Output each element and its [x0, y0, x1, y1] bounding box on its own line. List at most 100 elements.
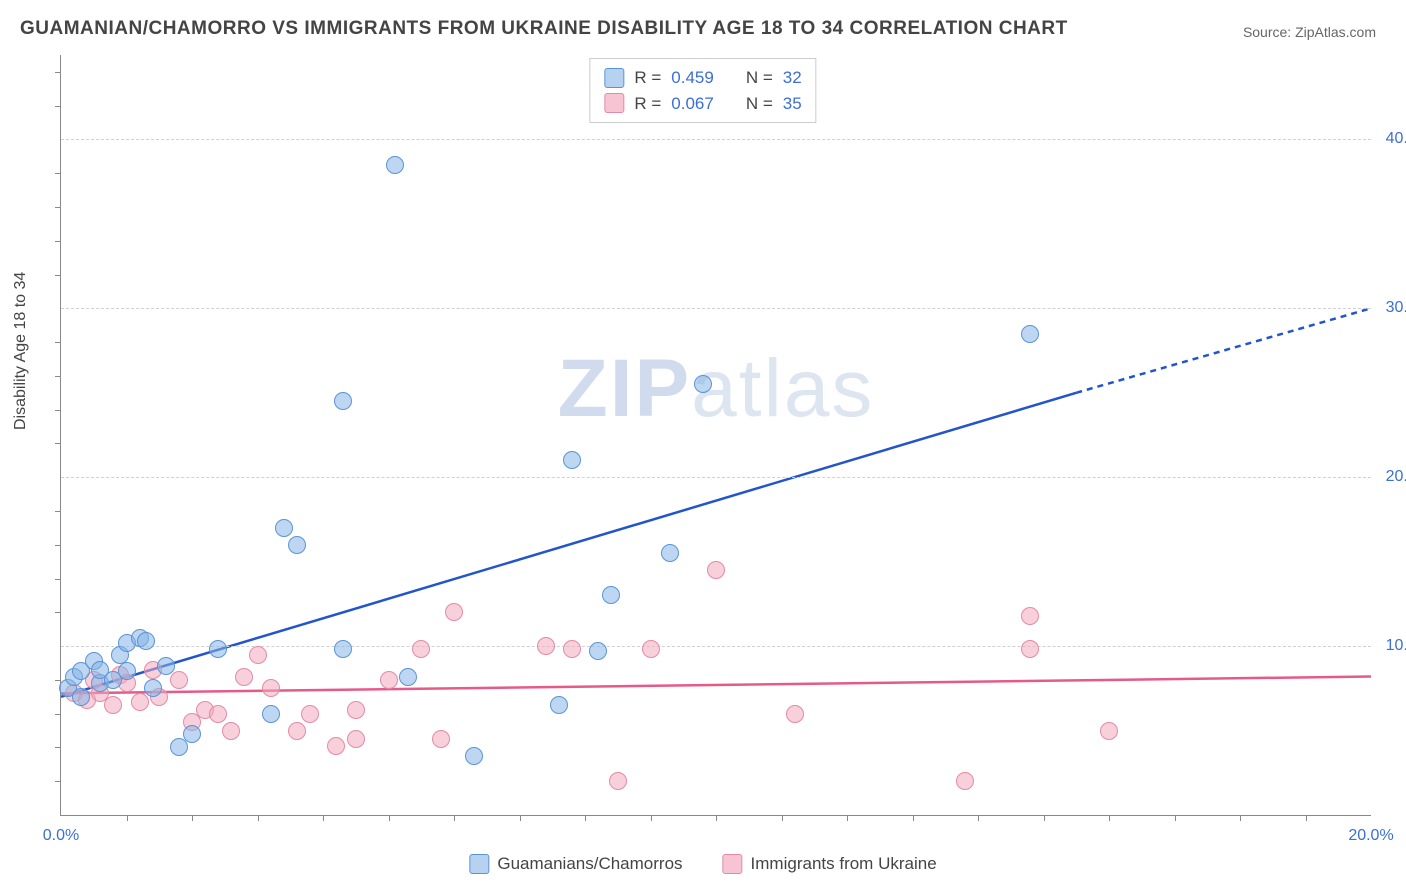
data-point	[642, 640, 660, 658]
data-point	[1021, 607, 1039, 625]
data-point	[1021, 325, 1039, 343]
x-minor-tick	[585, 815, 586, 821]
y-minor-tick	[55, 781, 61, 782]
y-axis-label: Disability Age 18 to 34	[12, 272, 30, 430]
y-minor-tick	[55, 612, 61, 613]
data-point	[412, 640, 430, 658]
gridline	[61, 477, 1371, 478]
data-point	[380, 671, 398, 689]
scatter-plot-area: ZIPatlas 10.0%20.0%30.0%40.0%0.0%20.0%	[60, 55, 1371, 816]
x-minor-tick	[847, 815, 848, 821]
legend-swatch	[723, 854, 743, 874]
y-minor-tick	[55, 410, 61, 411]
data-point	[209, 640, 227, 658]
data-point	[288, 722, 306, 740]
data-point	[589, 642, 607, 660]
legend-n-value: 35	[783, 91, 802, 117]
data-point	[327, 737, 345, 755]
data-point	[1100, 722, 1118, 740]
legend-n-label: N =	[746, 91, 773, 117]
y-tick-label: 10.0%	[1376, 637, 1406, 655]
y-minor-tick	[55, 511, 61, 512]
x-minor-tick	[1175, 815, 1176, 821]
data-point	[707, 561, 725, 579]
data-point	[537, 637, 555, 655]
watermark: ZIPatlas	[558, 342, 875, 436]
x-minor-tick	[913, 815, 914, 821]
data-point	[432, 730, 450, 748]
y-tick-label: 40.0%	[1376, 130, 1406, 148]
x-minor-tick	[520, 815, 521, 821]
y-minor-tick	[55, 680, 61, 681]
legend-series: Guamanians/Chamorros Immigrants from Ukra…	[469, 854, 936, 874]
y-minor-tick	[55, 173, 61, 174]
x-minor-tick	[1240, 815, 1241, 821]
legend-n-label: N =	[746, 65, 773, 91]
y-minor-tick	[55, 714, 61, 715]
legend-r-label: R =	[634, 91, 661, 117]
source-label: Source: ZipAtlas.com	[1243, 24, 1376, 40]
y-minor-tick	[55, 579, 61, 580]
data-point	[786, 705, 804, 723]
y-minor-tick	[55, 342, 61, 343]
y-minor-tick	[55, 747, 61, 748]
data-point	[104, 696, 122, 714]
x-minor-tick	[454, 815, 455, 821]
data-point	[288, 536, 306, 554]
data-point	[602, 586, 620, 604]
data-point	[609, 772, 627, 790]
data-point	[465, 747, 483, 765]
x-minor-tick	[389, 815, 390, 821]
data-point	[661, 544, 679, 562]
x-tick-label: 20.0%	[1348, 827, 1393, 845]
legend-series-label: Immigrants from Ukraine	[751, 854, 937, 874]
x-minor-tick	[323, 815, 324, 821]
data-point	[170, 671, 188, 689]
data-point	[72, 688, 90, 706]
data-point	[235, 668, 253, 686]
x-minor-tick	[258, 815, 259, 821]
data-point	[563, 451, 581, 469]
x-minor-tick	[651, 815, 652, 821]
trend-lines-layer	[61, 55, 1371, 815]
y-tick-label: 20.0%	[1376, 468, 1406, 486]
data-point	[262, 679, 280, 697]
x-minor-tick	[192, 815, 193, 821]
data-point	[399, 668, 417, 686]
data-point	[157, 657, 175, 675]
data-point	[334, 392, 352, 410]
legend-series-item: Immigrants from Ukraine	[723, 854, 937, 874]
legend-r-label: R =	[634, 65, 661, 91]
data-point	[694, 375, 712, 393]
legend-r-value: 0.067	[671, 91, 714, 117]
data-point	[386, 156, 404, 174]
legend-stat-row: R = 0.067 N = 35	[604, 91, 801, 117]
data-point	[550, 696, 568, 714]
data-point	[131, 693, 149, 711]
data-point	[222, 722, 240, 740]
y-minor-tick	[55, 106, 61, 107]
legend-n-value: 32	[783, 65, 802, 91]
data-point	[563, 640, 581, 658]
legend-series-item: Guamanians/Chamorros	[469, 854, 682, 874]
gridline	[61, 308, 1371, 309]
data-point	[334, 640, 352, 658]
legend-swatch	[604, 68, 624, 88]
data-point	[347, 730, 365, 748]
trend-line	[61, 677, 1371, 694]
x-minor-tick	[1044, 815, 1045, 821]
y-minor-tick	[55, 241, 61, 242]
data-point	[249, 646, 267, 664]
legend-swatch	[469, 854, 489, 874]
chart-title: GUAMANIAN/CHAMORRO VS IMMIGRANTS FROM UK…	[20, 18, 1068, 40]
data-point	[301, 705, 319, 723]
data-point	[956, 772, 974, 790]
data-point	[118, 662, 136, 680]
y-minor-tick	[55, 443, 61, 444]
legend-swatch	[604, 93, 624, 113]
y-minor-tick	[55, 72, 61, 73]
legend-series-label: Guamanians/Chamorros	[497, 854, 682, 874]
y-minor-tick	[55, 275, 61, 276]
data-point	[262, 705, 280, 723]
y-minor-tick	[55, 376, 61, 377]
